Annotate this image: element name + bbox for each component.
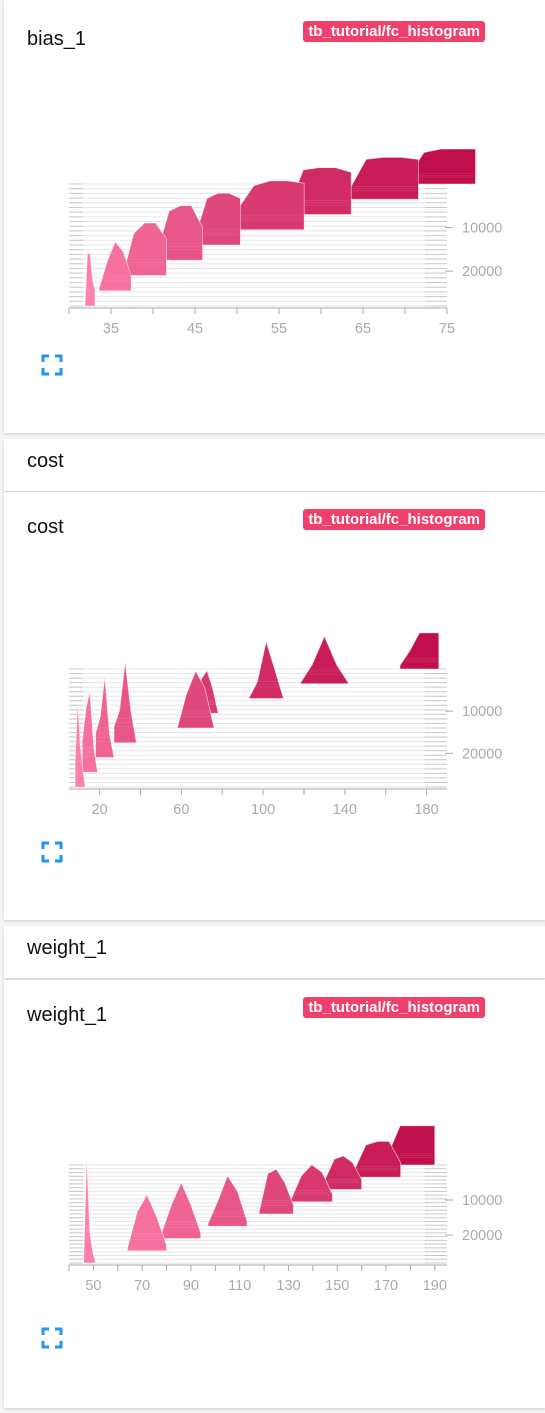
histogram-ridge-step-400 <box>81 691 99 773</box>
histogram-ridge-step-0 <box>84 253 96 307</box>
x-tick-label: 100 <box>251 802 275 818</box>
histogram-card-weight: weight_1 tb_tutorial/fc_histogram 10000 2… <box>4 980 545 1408</box>
x-tick-label: 70 <box>134 1278 150 1294</box>
x-tick-label: 20 <box>92 802 108 818</box>
expand-icon[interactable] <box>41 354 63 376</box>
x-tick-label: 110 <box>228 1278 251 1294</box>
histogram-ridge-step-1200 <box>127 1193 167 1252</box>
x-tick-label: 180 <box>414 802 438 818</box>
y-tick-label: 20000 <box>462 264 502 280</box>
section-header-label: weight_1 <box>27 937 108 959</box>
histogram-chart-cost[interactable]: 10000 20000 20 60 100 140 180 <box>4 580 545 900</box>
section-header-weight[interactable]: weight_1 <box>4 926 545 978</box>
histogram-ridge-step-5100 <box>299 635 350 685</box>
histogram-ridge-step-1800 <box>161 1181 202 1239</box>
histogram-ridge-step-6300 <box>353 1141 402 1178</box>
expand-icon[interactable] <box>41 841 63 863</box>
histogram-chart-bias[interactable]: 10000 20000 35 45 55 65 75 <box>4 100 545 420</box>
chart-title: bias_1 <box>27 28 86 50</box>
histogram-ridge-step-600 <box>98 241 132 292</box>
run-badge: tb_tutorial/fc_histogram <box>303 997 485 1018</box>
histogram-ridge-step-4800 <box>236 180 305 231</box>
x-tick-label: 55 <box>271 321 287 337</box>
histogram-ridge-step-7200 <box>348 156 419 200</box>
histogram-ridge-step-1500 <box>113 661 138 745</box>
x-tick-label: 140 <box>333 802 357 818</box>
expand-icon[interactable] <box>41 1327 63 1349</box>
histogram-ridge-step-3900 <box>248 639 284 699</box>
chart-title: weight_1 <box>27 1004 108 1026</box>
histogram-ridge-step-3600 <box>258 1168 294 1215</box>
histogram-ridge-step-0 <box>74 701 86 788</box>
run-badge: tb_tutorial/fc_histogram <box>303 509 485 530</box>
x-tick-label: 170 <box>374 1278 398 1294</box>
x-tick-label: 65 <box>355 321 371 337</box>
ridge-grid <box>69 1164 447 1264</box>
x-tick-label: 150 <box>325 1278 349 1294</box>
y-tick-label: 20000 <box>462 746 502 762</box>
histogram-ridge-step-7200 <box>399 632 440 670</box>
x-tick-label: 35 <box>103 321 119 337</box>
x-tick-label: 130 <box>276 1278 300 1294</box>
histogram-ridge-step-0 <box>83 1156 97 1264</box>
y-tick-label: 20000 <box>462 1228 502 1244</box>
histogram-ridge-step-2400 <box>176 670 215 729</box>
y-tick-label: 10000 <box>462 1193 502 1209</box>
x-tick-label: 60 <box>173 802 189 818</box>
section-header-cost[interactable]: cost <box>4 439 545 491</box>
histogram-card-cost: cost tb_tutorial/fc_histogram 10000 20000… <box>4 492 545 920</box>
histogram-ridge-step-5400 <box>324 1155 363 1190</box>
run-badge: tb_tutorial/fc_histogram <box>303 21 485 42</box>
histogram-card-bias: bias_1 tb_tutorial/fc_histogram 10000 200… <box>4 0 545 433</box>
histogram-ridge-step-2700 <box>207 1174 248 1227</box>
y-tick-label: 10000 <box>462 704 502 720</box>
histogram-ridge-step-4500 <box>290 1164 333 1203</box>
histogram-chart-weight[interactable]: 10000 20000 50 70 90 110 130 150 170 190 <box>4 1044 545 1364</box>
histogram-ridge-step-900 <box>95 676 115 758</box>
section-header-label: cost <box>27 450 64 472</box>
x-tick-label: 90 <box>183 1278 199 1294</box>
chart-title: cost <box>27 516 64 538</box>
y-tick-label: 10000 <box>462 221 502 237</box>
x-tick-label: 190 <box>423 1278 447 1294</box>
x-tick-label: 50 <box>85 1278 101 1294</box>
x-tick-label: 75 <box>439 321 455 337</box>
x-tick-label: 45 <box>187 321 203 337</box>
